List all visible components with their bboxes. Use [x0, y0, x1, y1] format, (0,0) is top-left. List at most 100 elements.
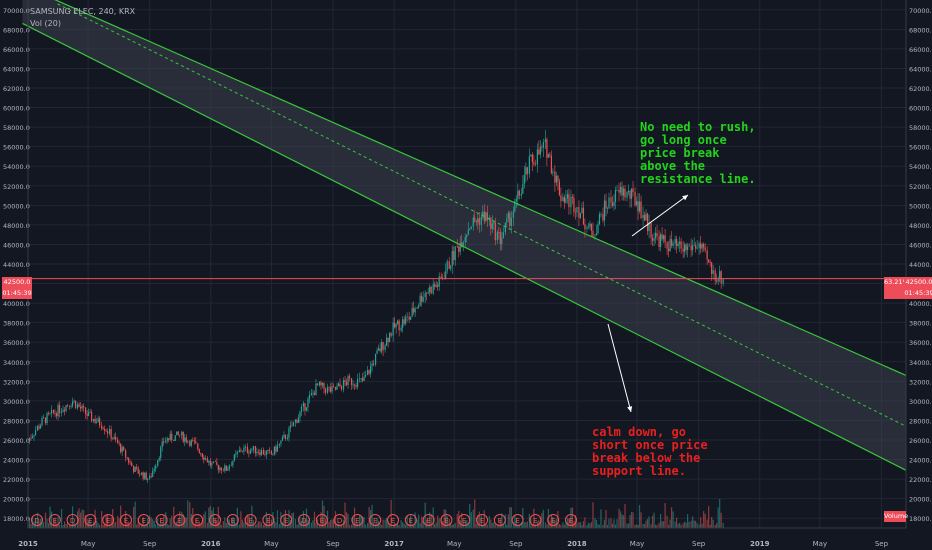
earnings-marker-circle	[191, 514, 204, 526]
volume-bar	[610, 518, 612, 528]
volume-bar	[438, 518, 440, 528]
candle-body	[324, 388, 327, 393]
y-tick-left: 70000.0	[3, 7, 30, 15]
earnings-marker-label: E	[409, 517, 413, 525]
volume-bar	[55, 523, 58, 528]
candle-body	[57, 405, 59, 417]
earnings-marker-label: E	[248, 517, 252, 525]
volume-bar	[637, 524, 639, 528]
earnings-marker-circle	[351, 514, 364, 526]
candle-body	[299, 411, 301, 418]
resistance-annotation[interactable]: No need to rush, go long once price brea…	[640, 120, 756, 186]
volume-bar	[265, 511, 268, 528]
earnings-marker-circle	[66, 514, 79, 526]
candle-body	[270, 450, 273, 455]
volume-bar	[297, 523, 300, 528]
candle-body	[204, 458, 206, 460]
candle-body	[190, 439, 192, 446]
candle-body	[265, 451, 268, 455]
candle-body	[512, 211, 514, 218]
volume-bar	[698, 524, 700, 528]
candle-body	[470, 226, 472, 229]
candle-body	[486, 212, 488, 221]
candle-body	[89, 412, 91, 413]
candle-body	[176, 431, 178, 436]
y-tick-left: 66000.0	[3, 46, 30, 54]
volume-bar	[651, 515, 654, 528]
candle-body	[506, 218, 508, 223]
volume-bar	[136, 524, 138, 528]
volume-bar	[110, 517, 112, 528]
volume-bar	[243, 522, 245, 528]
candle-body	[192, 439, 194, 441]
volume-bar	[634, 524, 636, 528]
candle-body	[716, 280, 718, 282]
volume-bar	[520, 522, 522, 528]
volume-bar	[687, 514, 689, 528]
candle-body	[377, 348, 380, 351]
candle-body	[336, 386, 338, 390]
candle-body	[58, 405, 61, 413]
candle-body	[144, 472, 146, 479]
volume-bar	[606, 524, 609, 528]
candle-body	[104, 428, 106, 431]
candle-body	[523, 175, 525, 184]
candle-body	[78, 404, 80, 407]
volume-bar	[624, 504, 626, 528]
candle-body	[562, 197, 564, 202]
candle-body	[429, 286, 431, 293]
earnings-marker-circle	[31, 514, 43, 526]
volume-bar	[369, 510, 372, 528]
candle-body	[696, 247, 698, 249]
volume-bar	[480, 515, 482, 528]
y-tick-left: 60000.0	[3, 105, 30, 113]
volume-bar	[347, 514, 349, 528]
volume-bar	[645, 520, 647, 528]
volume-bar	[627, 523, 630, 528]
volume-bar	[491, 522, 493, 528]
change-pct-value: 63.21%	[884, 278, 909, 286]
volume-bar	[339, 524, 341, 528]
volume-bar	[501, 513, 503, 528]
volume-bar	[185, 517, 187, 528]
volume-bar	[381, 524, 383, 528]
volume-bar	[131, 523, 133, 528]
volume-bar	[482, 524, 484, 528]
volume-bar	[518, 524, 520, 528]
volume-bar	[94, 509, 96, 528]
candle-body	[149, 476, 151, 479]
candle-body	[241, 451, 243, 452]
candle-body	[97, 418, 99, 423]
candle-body	[430, 286, 432, 294]
candle-body	[534, 164, 536, 165]
volume-bar	[454, 522, 456, 528]
candle-body	[515, 199, 517, 202]
volume-bar	[614, 524, 617, 528]
candle-body	[645, 213, 647, 221]
candle-body	[502, 232, 504, 238]
candle-body	[171, 433, 173, 441]
support-annotation[interactable]: calm down, go short once price break bel…	[592, 425, 708, 478]
volume-bar	[523, 522, 525, 528]
earnings-marker-label: E	[53, 517, 57, 525]
volume-bar	[283, 514, 285, 528]
resistance-arrow	[631, 194, 689, 237]
volume-bar	[368, 507, 370, 528]
candle-body	[390, 333, 392, 336]
candle-body	[337, 383, 340, 387]
candle-body	[510, 217, 512, 226]
symbol-title[interactable]: SAMSUNG ELEC, 240, KRX	[30, 7, 136, 16]
volume-indicator-label[interactable]: Vol (20)	[30, 19, 61, 28]
volume-bar	[216, 520, 218, 528]
volume-bar	[478, 511, 480, 528]
earnings-marker-circle	[476, 514, 488, 526]
candle-body	[195, 441, 197, 444]
candle-body	[157, 460, 159, 466]
volume-bar	[517, 524, 519, 528]
volume-bar	[411, 524, 413, 528]
candle-body	[91, 412, 93, 422]
volume-bar	[89, 521, 91, 528]
volume-bar	[66, 521, 69, 528]
candle-body	[416, 307, 418, 309]
